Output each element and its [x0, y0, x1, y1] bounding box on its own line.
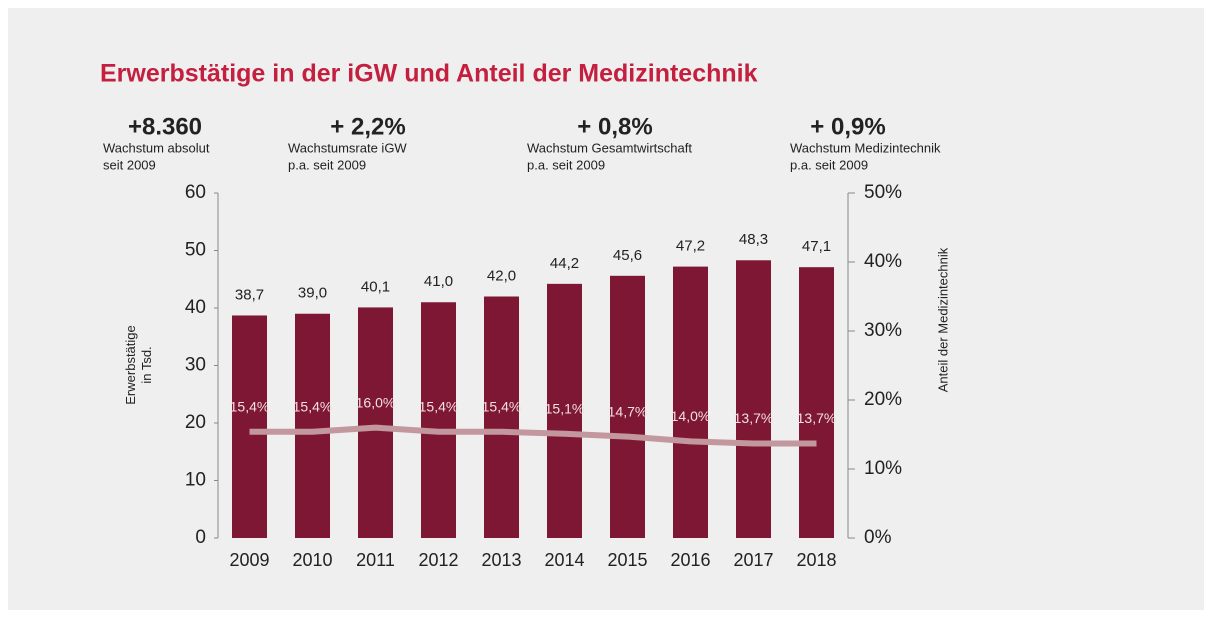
y-tick-label: 40	[185, 297, 206, 318]
stat-label: Wachstum Medizintechnik	[790, 140, 941, 155]
bar	[421, 302, 456, 538]
line-label: 15,4%	[230, 398, 270, 414]
x-tick-label: 2012	[418, 550, 458, 570]
bar-label: 40,1	[361, 278, 390, 295]
y2-tick-label: 50%	[864, 182, 902, 203]
y2-tick-label: 40%	[864, 251, 902, 272]
line-label: 15,4%	[293, 398, 333, 414]
stat-label: Wachstumsrate iGW	[288, 140, 407, 155]
stat-label: seit 2009	[103, 157, 156, 172]
bar-label: 44,2	[550, 255, 579, 272]
x-tick-label: 2010	[292, 550, 332, 570]
line-label: 15,4%	[482, 398, 522, 414]
stat-value: + 0,8%	[577, 113, 652, 140]
bar	[295, 313, 330, 538]
bar	[484, 296, 519, 538]
bar-label: 45,6	[613, 247, 642, 264]
stat-label: Wachstum absolut	[103, 140, 210, 155]
x-tick-label: 2017	[733, 550, 773, 570]
line-label: 13,7%	[797, 410, 837, 426]
line-label: 13,7%	[734, 410, 774, 426]
chart-title: Erwerbstätige in der iGW und Anteil der …	[100, 60, 758, 88]
y-tick-label: 20	[185, 412, 206, 433]
x-tick-label: 2018	[796, 550, 836, 570]
bar	[358, 307, 393, 538]
y2-tick-label: 30%	[864, 320, 902, 341]
bar	[673, 266, 708, 538]
y2-tick-label: 0%	[864, 527, 892, 548]
y-tick-label: 0	[195, 527, 206, 548]
y-axis-label-line: Erwerbstätige	[123, 325, 138, 404]
y-tick-label: 10	[185, 470, 206, 491]
line-label: 15,4%	[419, 398, 459, 414]
stat-value: + 2,2%	[330, 113, 405, 140]
x-tick-label: 2014	[544, 550, 584, 570]
stat-value: + 0,9%	[810, 113, 885, 140]
x-tick-label: 2016	[670, 550, 710, 570]
y-axis-label-line: in Tsd.	[139, 346, 154, 383]
x-tick-label: 2011	[356, 550, 395, 570]
bar-label: 42,0	[487, 267, 516, 284]
line	[249, 424, 817, 447]
stat-value: +8.360	[128, 113, 202, 140]
stat-label: Wachstum Gesamtwirtschaft	[527, 140, 692, 155]
bar-label: 47,2	[676, 238, 705, 255]
bar-label: 48,3	[739, 231, 768, 248]
line-label: 14,7%	[608, 403, 648, 419]
bar-label: 39,0	[298, 285, 327, 302]
bar	[547, 283, 582, 538]
x-tick-label: 2015	[607, 550, 647, 570]
stat-label: p.a. seit 2009	[527, 157, 605, 172]
stat-label: p.a. seit 2009	[288, 157, 366, 172]
y-axis-label: Erwerbstätigein Tsd.	[123, 325, 154, 404]
bar	[610, 275, 645, 538]
bar	[799, 267, 834, 538]
x-tick-label: 2009	[229, 550, 269, 570]
x-tick-label: 2013	[481, 550, 521, 570]
y2-tick-label: 20%	[864, 389, 902, 410]
stat-label: p.a. seit 2009	[790, 157, 868, 172]
y-tick-label: 50	[185, 240, 206, 261]
y-tick-label: 60	[185, 182, 206, 203]
line-label: 15,1%	[545, 401, 585, 417]
bar	[232, 315, 267, 538]
bar-label: 47,1	[802, 238, 831, 255]
y2-tick-label: 10%	[864, 458, 902, 479]
line-label: 14,0%	[671, 408, 711, 424]
bar	[736, 260, 771, 538]
y2-axis-label: Anteil der Medizintechnik	[935, 247, 950, 392]
line-label: 16,0%	[356, 394, 396, 410]
panel	[8, 8, 1204, 610]
bar-label: 41,0	[424, 273, 453, 290]
y-tick-label: 30	[185, 355, 206, 376]
bar-label: 38,7	[235, 286, 264, 303]
